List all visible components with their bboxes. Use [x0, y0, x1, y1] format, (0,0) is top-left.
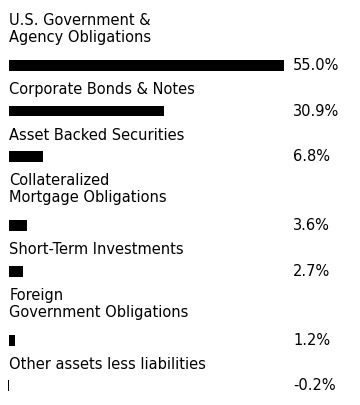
Bar [9, 220, 27, 231]
Bar [9, 335, 15, 345]
Bar [9, 266, 23, 277]
Text: 3.6%: 3.6% [293, 218, 330, 233]
Text: 30.9%: 30.9% [293, 104, 339, 119]
Bar [9, 151, 44, 162]
Text: -0.2%: -0.2% [293, 378, 336, 393]
Text: Collateralized
Mortgage Obligations: Collateralized Mortgage Obligations [9, 173, 167, 205]
Bar [9, 60, 284, 71]
Text: Asset Backed Securities: Asset Backed Securities [9, 128, 185, 143]
Text: Other assets less liabilities: Other assets less liabilities [9, 357, 206, 372]
Text: Corporate Bonds & Notes: Corporate Bonds & Notes [9, 82, 195, 97]
Text: 55.0%: 55.0% [293, 58, 340, 73]
Text: Foreign
Government Obligations: Foreign Government Obligations [9, 288, 189, 320]
Text: 1.2%: 1.2% [293, 333, 330, 347]
Bar [9, 106, 164, 117]
Text: 2.7%: 2.7% [293, 264, 330, 279]
Text: 6.8%: 6.8% [293, 149, 330, 164]
Text: Short-Term Investments: Short-Term Investments [9, 242, 184, 257]
Text: U.S. Government &
Agency Obligations: U.S. Government & Agency Obligations [9, 13, 152, 45]
